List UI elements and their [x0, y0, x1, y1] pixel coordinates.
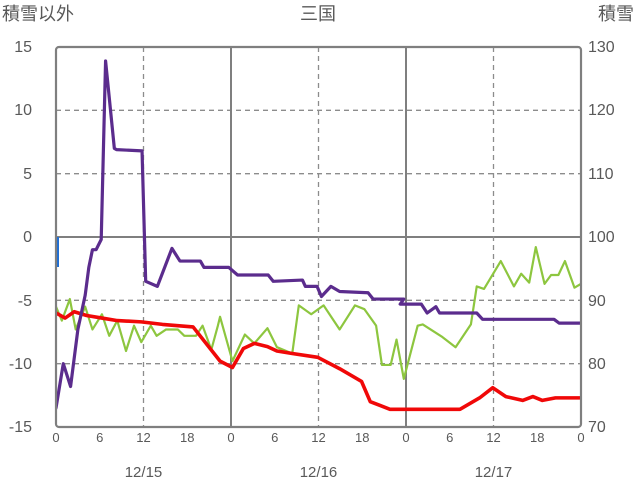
- svg-text:80: 80: [588, 356, 606, 373]
- svg-text:積雪以外: 積雪以外: [2, 4, 74, 24]
- svg-text:100: 100: [588, 229, 615, 246]
- svg-text:0: 0: [577, 430, 584, 445]
- svg-text:12/16: 12/16: [300, 464, 338, 481]
- svg-text:90: 90: [588, 293, 606, 310]
- svg-text:0: 0: [23, 229, 32, 246]
- svg-text:6: 6: [446, 430, 453, 445]
- svg-text:12/17: 12/17: [475, 464, 513, 481]
- svg-text:5: 5: [23, 166, 32, 183]
- svg-text:0: 0: [52, 430, 59, 445]
- svg-text:18: 18: [530, 430, 544, 445]
- svg-text:-10: -10: [9, 356, 32, 373]
- svg-text:6: 6: [271, 430, 278, 445]
- svg-text:15: 15: [14, 39, 32, 56]
- svg-text:-15: -15: [9, 419, 32, 436]
- svg-text:0: 0: [402, 430, 409, 445]
- svg-text:18: 18: [180, 430, 194, 445]
- svg-text:0: 0: [227, 430, 234, 445]
- svg-text:12/15: 12/15: [125, 464, 163, 481]
- svg-text:-5: -5: [18, 293, 32, 310]
- svg-text:三国: 三国: [300, 4, 336, 24]
- svg-text:12: 12: [136, 430, 150, 445]
- svg-text:6: 6: [96, 430, 103, 445]
- svg-text:18: 18: [355, 430, 369, 445]
- svg-text:12: 12: [486, 430, 500, 445]
- svg-text:10: 10: [14, 102, 32, 119]
- svg-text:積雪: 積雪: [598, 4, 634, 24]
- svg-text:12: 12: [311, 430, 325, 445]
- svg-text:120: 120: [588, 102, 615, 119]
- svg-text:70: 70: [588, 419, 606, 436]
- svg-text:110: 110: [588, 166, 614, 183]
- svg-text:130: 130: [588, 39, 615, 56]
